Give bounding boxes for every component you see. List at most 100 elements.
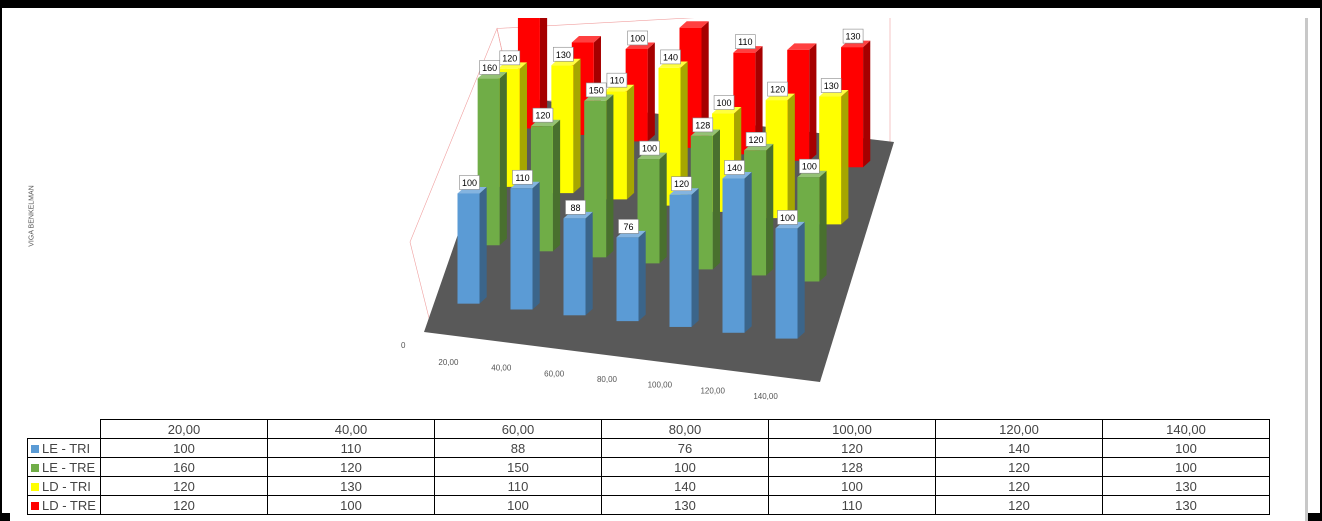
data-label: 140 [727, 163, 742, 173]
data-label-box [767, 81, 788, 97]
data-table-column-header: 40,00 [267, 419, 435, 439]
bar-top [787, 43, 817, 50]
data-label: 130 [846, 32, 861, 42]
x-tick-label: 40,00 [491, 364, 512, 373]
data-label: 76 [623, 222, 633, 232]
data-label: 120 [770, 85, 785, 95]
data-table-cell: 100 [100, 438, 268, 458]
chart-svg: 0 120 100 110 130 120 130 110 140 100 120 130 160 120… [401, 18, 894, 401]
data-table-cell: 100 [267, 495, 435, 515]
bar-side [479, 186, 487, 304]
bar-side [744, 172, 752, 333]
data-label-box [639, 140, 660, 156]
data-label: 150 [589, 85, 604, 95]
bar-side [766, 143, 774, 276]
data-table-cell: 120 [768, 438, 936, 458]
legend-label: LD - TRE [42, 497, 96, 513]
legend-swatch [31, 482, 39, 491]
bar [775, 228, 798, 339]
y-axis-label: VIGA BENKELMAN [28, 185, 36, 247]
data-label: 140 [663, 52, 678, 62]
data-table-cell: 76 [601, 438, 769, 458]
bar-side [573, 58, 581, 194]
data-label: 100 [717, 98, 732, 108]
data-label-box [842, 28, 864, 44]
data-label: 120 [674, 179, 689, 189]
bar-side [797, 221, 805, 339]
x-tick-label: 80,00 [597, 375, 618, 384]
data-label-box [820, 78, 842, 93]
legend-entry: LE - TRI [27, 438, 101, 458]
data-table-cell: 110 [267, 438, 435, 458]
data-table-cell: 120 [267, 457, 435, 477]
bar-side [701, 21, 709, 148]
data-label-box [499, 50, 521, 66]
chart-frame: 0120100110130120130110140100120130160120… [0, 6, 1320, 521]
data-table-row: LD - TRE 120 100 100 130 110 120 130 [27, 495, 1270, 515]
data-label-box [618, 219, 639, 234]
x-tick-label: 60,00 [544, 369, 565, 378]
data-label: 120 [749, 135, 764, 145]
bar-side [755, 46, 763, 155]
data-table-cell: 140 [601, 476, 769, 496]
data-table-cell: 128 [768, 457, 936, 477]
x-tick-label: 120,00 [700, 386, 725, 395]
bar-side [691, 188, 699, 327]
data-table-header: 20,00 40,00 60,00 80,00 100,00 120,00 140,00 [27, 419, 1270, 439]
data-label-box [660, 49, 681, 65]
data-label: 88 [570, 203, 580, 213]
legend-swatch [31, 501, 39, 510]
data-table-cell: 120 [100, 476, 268, 496]
data-table-cell: 100 [768, 476, 936, 496]
data-label-box [735, 34, 756, 49]
data-label: 110 [738, 37, 752, 47]
data-label: 100 [780, 213, 795, 223]
legend-entry: LE - TRE [27, 457, 101, 477]
y-tick-label: 0 [401, 341, 406, 350]
data-table-cell: 120 [935, 476, 1103, 496]
bar-side [841, 90, 849, 225]
data-table-cell: 120 [100, 495, 268, 515]
data-label: 130 [824, 81, 839, 91]
bar-side [539, 18, 548, 129]
data-label-box [532, 107, 554, 123]
data-label-box [459, 175, 480, 190]
bar [563, 218, 586, 316]
data-table-column-header: 140,00 [1102, 419, 1270, 439]
bar-side [519, 62, 527, 187]
data-label-box [713, 95, 735, 110]
bar-side [606, 94, 614, 258]
bar-side [499, 71, 507, 246]
data-label-box [671, 176, 692, 192]
data-label-box [606, 72, 628, 88]
data-table-column-header: 80,00 [601, 419, 769, 439]
data-table-row: LE - TRI 100 110 88 76 120 140 100 [27, 438, 1270, 458]
data-table-cell: 140 [935, 438, 1103, 458]
data-table-cell: 120 [935, 457, 1103, 477]
bar-side [680, 61, 688, 206]
bar-side [863, 40, 871, 168]
data-label-box [565, 200, 586, 215]
bar [722, 178, 745, 333]
data-label: 100 [642, 144, 657, 154]
bar-side [819, 170, 827, 282]
bar-side [626, 84, 635, 200]
bar-side [809, 43, 817, 161]
bar-side [647, 42, 655, 142]
data-table-cell: 110 [768, 495, 936, 515]
data-table-cell: 130 [1102, 495, 1270, 515]
data-label: 100 [802, 162, 817, 172]
data-table-cell: 88 [434, 438, 602, 458]
data-label-box [799, 158, 820, 174]
legend-swatch [31, 463, 39, 472]
data-label-box [585, 82, 607, 98]
data-label-box [627, 30, 648, 46]
data-table-cell: 150 [434, 457, 602, 477]
data-table-corner [27, 419, 101, 439]
data-table-cell: 130 [1102, 476, 1270, 496]
legend-label: LE - TRI [42, 440, 91, 456]
data-table-cell: 160 [100, 457, 268, 477]
data-table-cell: 130 [267, 476, 435, 496]
x-tick-label: 100,00 [648, 381, 673, 390]
data-label-box [479, 60, 500, 75]
